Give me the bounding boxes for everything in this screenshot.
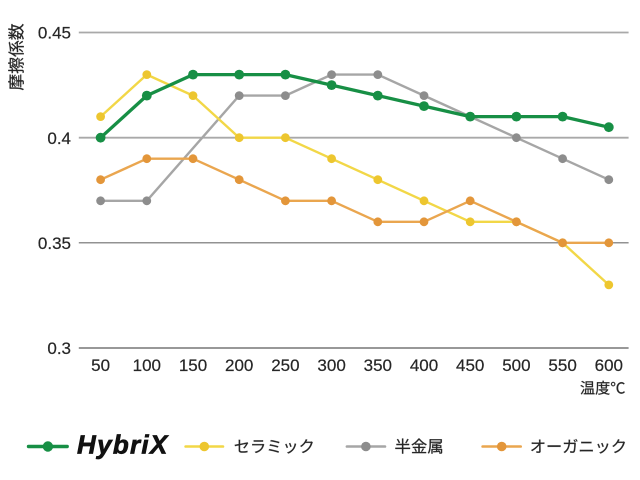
svg-text:450: 450 — [456, 356, 484, 375]
svg-text:0.35: 0.35 — [38, 234, 71, 253]
svg-text:350: 350 — [364, 356, 392, 375]
svg-text:200: 200 — [225, 356, 253, 375]
svg-text:0.3: 0.3 — [47, 339, 71, 358]
svg-text:150: 150 — [179, 356, 207, 375]
svg-text:0.4: 0.4 — [47, 129, 71, 148]
svg-text:400: 400 — [410, 356, 438, 375]
svg-text:300: 300 — [317, 356, 345, 375]
svg-text:600: 600 — [595, 356, 623, 375]
svg-text:550: 550 — [548, 356, 576, 375]
svg-text:0.45: 0.45 — [38, 24, 71, 43]
svg-text:250: 250 — [271, 356, 299, 375]
svg-text:HybriX: HybriX — [77, 430, 169, 460]
svg-text:50: 50 — [91, 356, 110, 375]
svg-text:100: 100 — [133, 356, 161, 375]
svg-text:500: 500 — [502, 356, 530, 375]
